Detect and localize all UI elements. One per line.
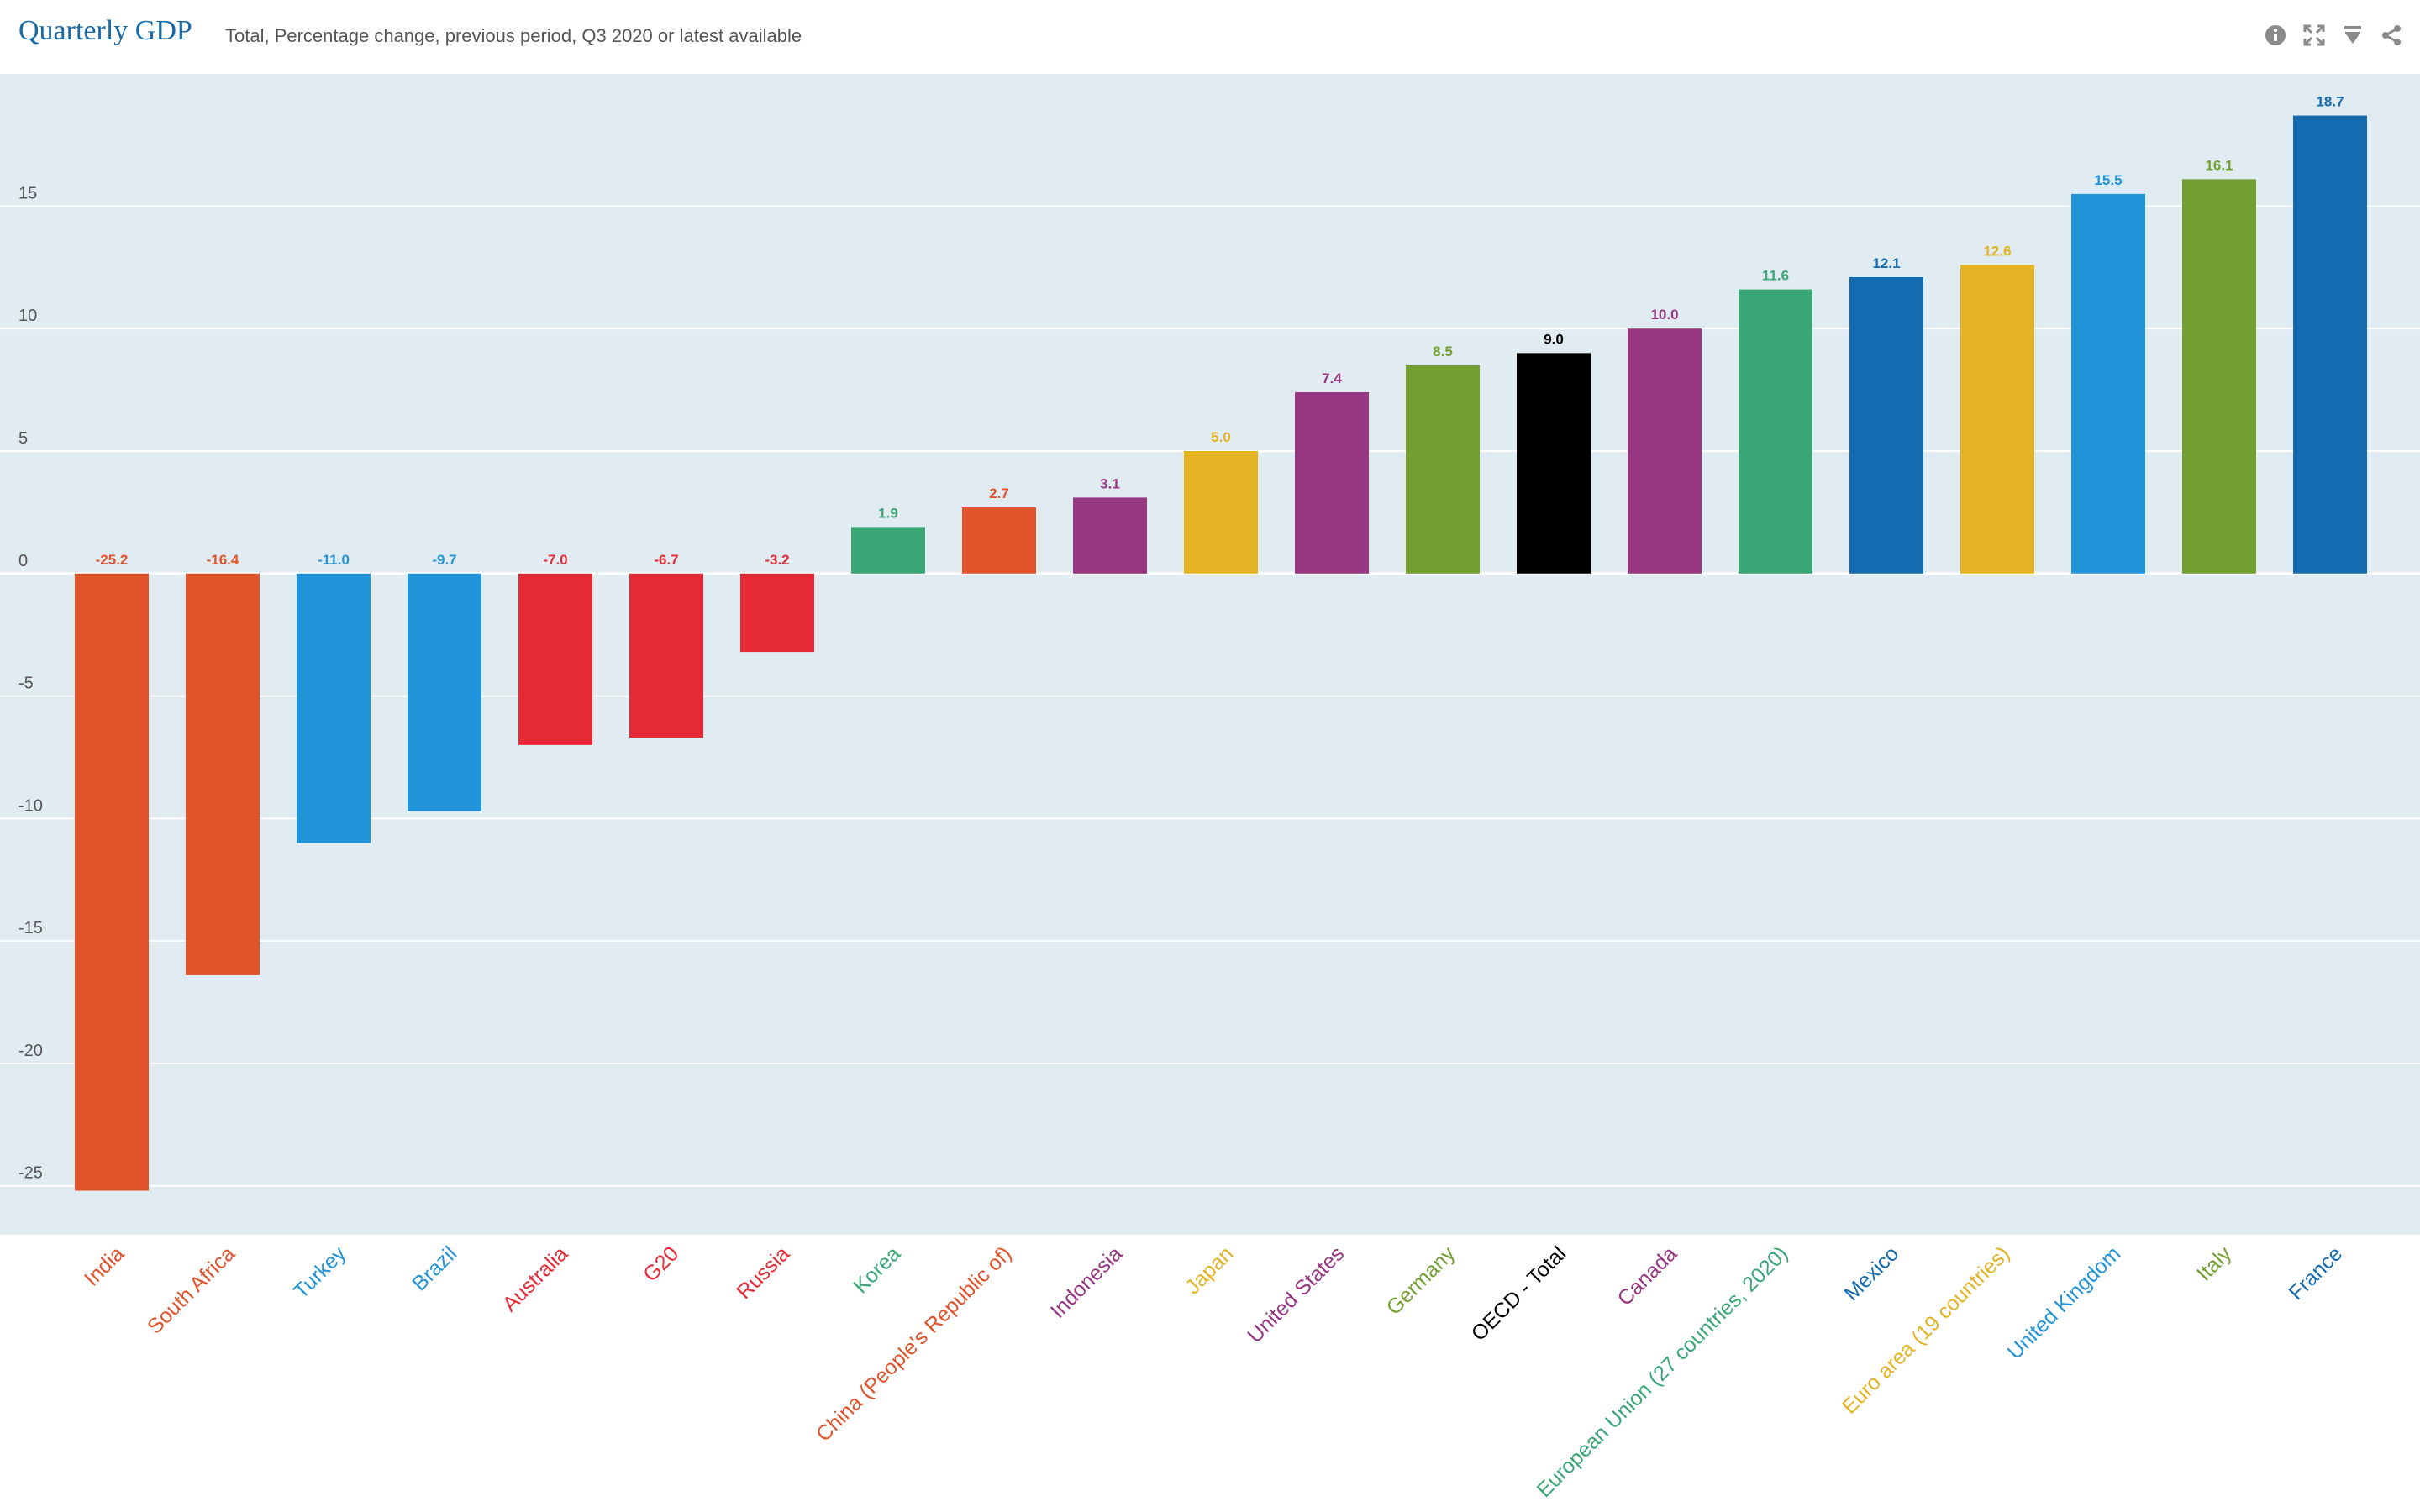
- data-label: 12.6: [1983, 243, 2011, 259]
- bar: [75, 573, 149, 1191]
- chart-subtitle: Total, Percentage change, previous perio…: [225, 25, 802, 46]
- data-label: 18.7: [2316, 94, 2344, 110]
- chart-header: Quarterly GDP Total, Percentage change, …: [0, 0, 2420, 74]
- download-icon[interactable]: [2339, 22, 2366, 49]
- data-label: 7.4: [1322, 370, 1342, 386]
- bar: [1960, 265, 2034, 574]
- x-tick-label: United Kingdom: [2003, 1242, 2126, 1364]
- x-tick-label: Brazil: [408, 1242, 461, 1295]
- bar: [1184, 451, 1258, 574]
- bar: [629, 573, 703, 738]
- x-tick-label: China (People's Republic of): [812, 1242, 1016, 1446]
- bar: [740, 573, 814, 653]
- data-label: 1.9: [878, 505, 898, 521]
- data-label: 10.0: [1650, 307, 1678, 323]
- x-tick-label: Canada: [1613, 1242, 1682, 1310]
- x-tick-label: Mexico: [1839, 1242, 1903, 1305]
- data-label: 16.1: [2205, 157, 2233, 173]
- x-tick-label: Turkey: [289, 1242, 351, 1304]
- y-tick-label: -25: [18, 1164, 43, 1183]
- info-icon[interactable]: [2262, 22, 2289, 49]
- bar: [1628, 328, 1702, 574]
- data-label: -6.7: [654, 552, 678, 568]
- chart-toolbar: [2262, 22, 2405, 49]
- y-tick-label: 0: [18, 552, 28, 570]
- x-tick-label: South Africa: [143, 1242, 239, 1338]
- x-tick-label: United States: [1243, 1242, 1349, 1347]
- bar: [851, 527, 925, 574]
- y-tick-label: 15: [18, 184, 37, 202]
- bar: [408, 573, 481, 811]
- bar: [1739, 289, 1812, 574]
- data-label: -7.0: [543, 552, 567, 568]
- data-label: 3.1: [1100, 475, 1120, 491]
- data-label: 5.0: [1211, 429, 1231, 445]
- bar: [1849, 276, 1923, 574]
- data-label: -11.0: [318, 552, 350, 568]
- bar: [297, 573, 371, 843]
- y-tick-label: -15: [18, 919, 43, 937]
- bar: [1295, 392, 1369, 574]
- y-tick-label: 5: [18, 429, 28, 448]
- share-icon[interactable]: [2378, 22, 2405, 49]
- x-tick-label: Korea: [849, 1242, 905, 1298]
- bar: [186, 573, 260, 975]
- data-label: 15.5: [2094, 172, 2122, 188]
- bar: [2293, 115, 2367, 574]
- y-tick-label: -20: [18, 1042, 43, 1060]
- x-tick-label: Germany: [1382, 1242, 1460, 1320]
- x-tick-label: G20: [639, 1242, 683, 1286]
- bar: [1073, 497, 1147, 574]
- data-label: 12.1: [1872, 255, 1900, 271]
- y-tick-label: 10: [18, 307, 37, 325]
- bar: [1517, 353, 1591, 574]
- y-tick-label: -5: [18, 675, 34, 693]
- bar: [962, 507, 1036, 574]
- x-tick-label: Italy: [2192, 1242, 2237, 1286]
- data-label: -9.7: [432, 552, 456, 568]
- y-tick-label: -10: [18, 796, 43, 815]
- x-tick-label: Indonesia: [1046, 1242, 1128, 1323]
- data-label: 11.6: [1762, 268, 1789, 284]
- x-tick-label: Japan: [1181, 1242, 1238, 1299]
- chart-title: Quarterly GDP: [18, 15, 192, 46]
- bar: [1406, 365, 1480, 574]
- x-tick-label: India: [80, 1242, 129, 1290]
- x-tick-label: European Union (27 countries, 2020): [1533, 1242, 1793, 1502]
- x-tick-label: OECD - Total: [1467, 1242, 1571, 1346]
- data-label: 2.7: [989, 486, 1009, 501]
- bar: [2182, 179, 2256, 574]
- data-label: -25.2: [96, 552, 129, 568]
- data-label: 8.5: [1433, 344, 1453, 360]
- data-label: -3.2: [765, 552, 789, 568]
- bar: [2071, 193, 2145, 574]
- x-tick-label: France: [2284, 1242, 2347, 1305]
- x-tick-label: Australia: [498, 1242, 573, 1316]
- x-tick-label: Russia: [732, 1242, 794, 1304]
- data-label: 9.0: [1544, 331, 1564, 347]
- fullscreen-icon[interactable]: [2301, 22, 2328, 49]
- bar: [518, 573, 592, 745]
- data-label: -16.4: [207, 552, 239, 568]
